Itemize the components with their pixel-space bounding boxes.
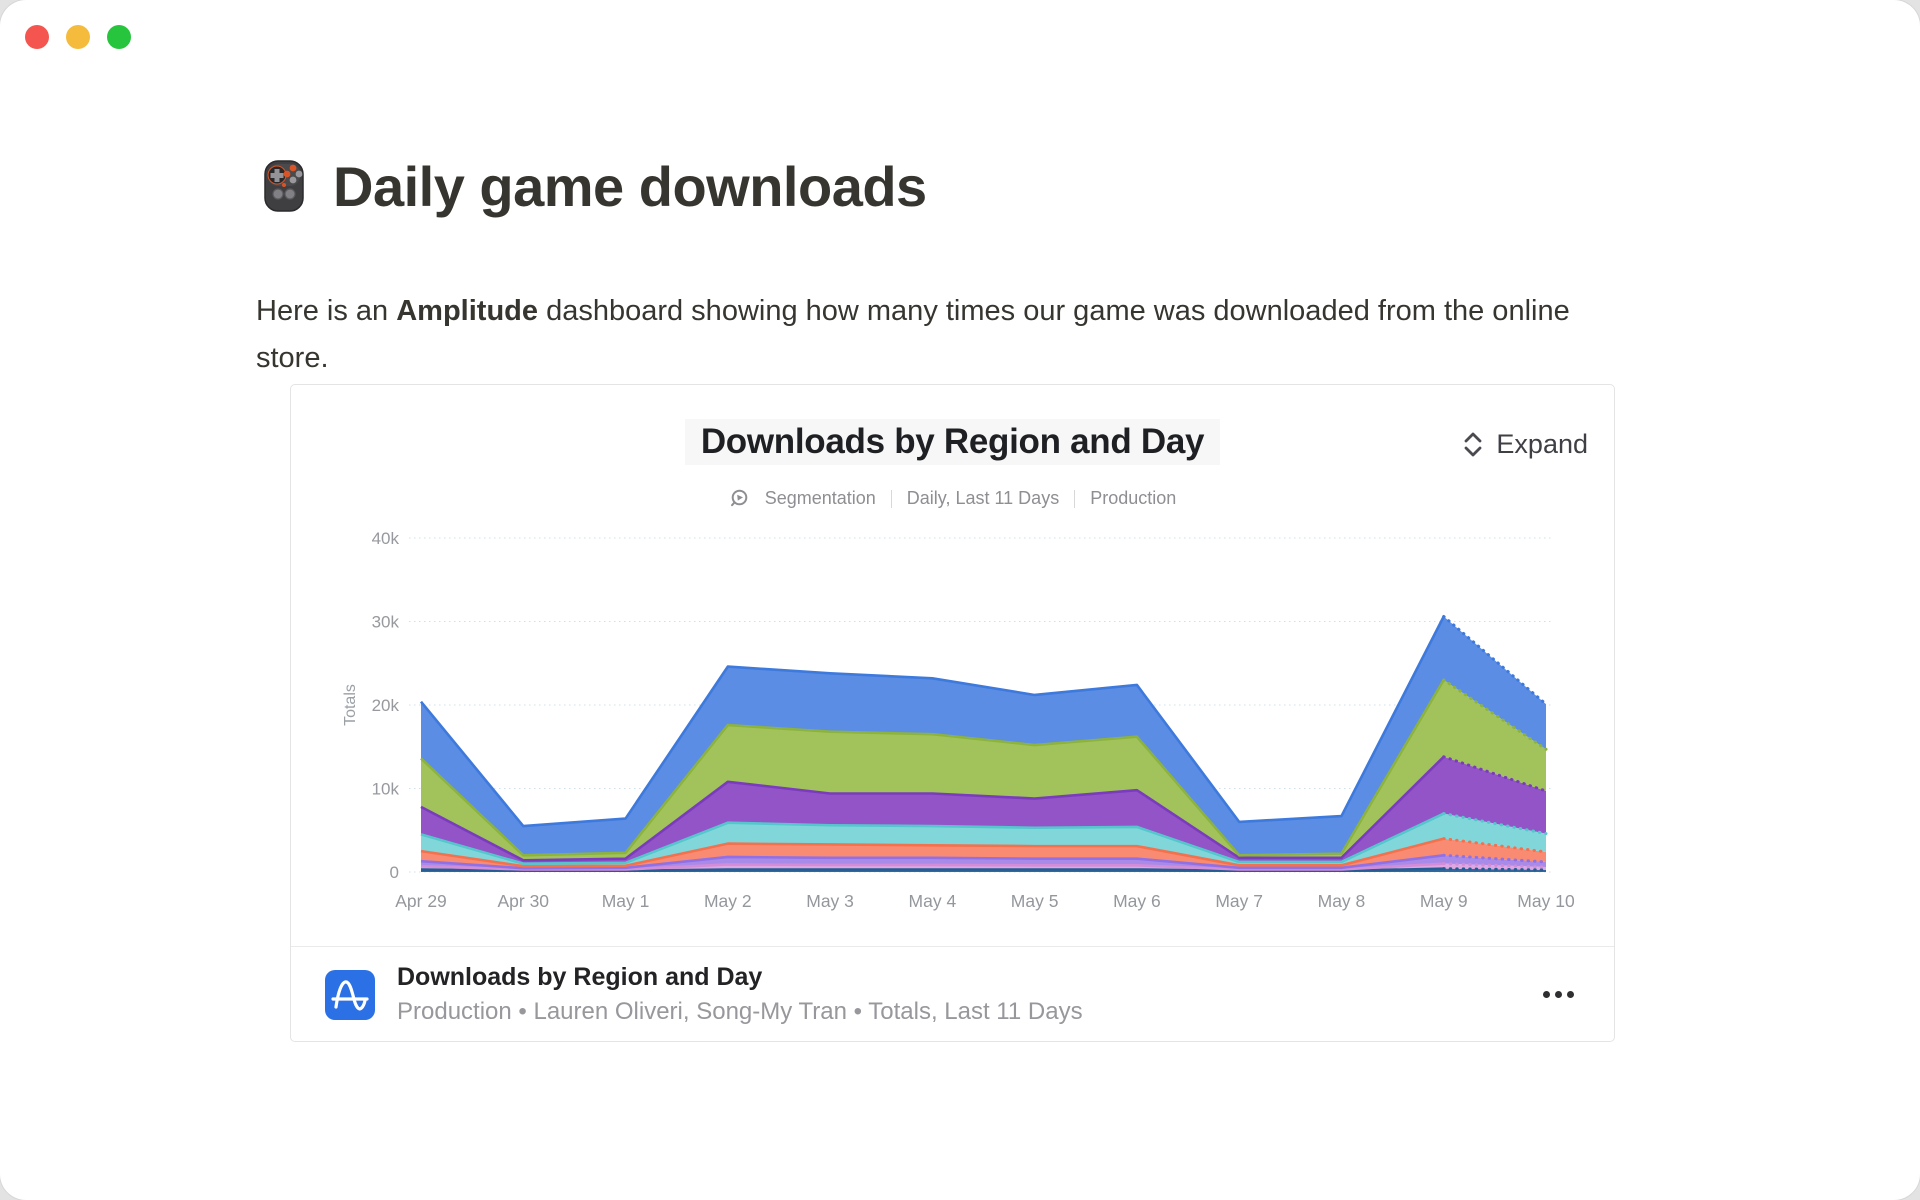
card-footer: Downloads by Region and Day Production •…	[291, 946, 1614, 1042]
svg-text:30k: 30k	[372, 613, 400, 632]
svg-text:Apr 30: Apr 30	[497, 891, 549, 911]
svg-text:May 10: May 10	[1517, 891, 1575, 911]
svg-text:0: 0	[390, 863, 399, 882]
paragraph-text: Here is an	[256, 295, 397, 327]
svg-text:20k: 20k	[372, 696, 400, 715]
meta-environment: Production	[1090, 488, 1177, 508]
close-window-button[interactable]	[25, 25, 49, 49]
chart-title: Downloads by Region and Day	[684, 419, 1221, 465]
svg-text:May 1: May 1	[602, 891, 650, 911]
svg-text:10k: 10k	[372, 780, 400, 799]
chart-meta-row: Segmentation Daily, Last 11 Days Product…	[291, 488, 1614, 509]
ellipsis-icon	[1567, 991, 1574, 998]
footer-chart-title[interactable]: Downloads by Region and Day	[397, 963, 763, 991]
chart-area: Downloads by Region and Day Expand Segme…	[291, 385, 1614, 946]
svg-text:Apr 29: Apr 29	[395, 891, 447, 911]
svg-text:May 3: May 3	[806, 891, 854, 911]
svg-text:May 5: May 5	[1011, 891, 1059, 911]
expand-button[interactable]: Expand	[1462, 429, 1588, 460]
minimize-window-button[interactable]	[66, 25, 90, 49]
paragraph-bold-text: Amplitude	[396, 295, 539, 327]
expand-label: Expand	[1496, 429, 1588, 459]
meta-divider	[890, 489, 892, 508]
chevron-up-down-icon	[1465, 432, 1482, 457]
svg-text:May 9: May 9	[1420, 891, 1468, 911]
ellipsis-icon	[1555, 991, 1562, 998]
svg-text:May 6: May 6	[1113, 891, 1161, 911]
stacked-area-chart: 0 10k 20k 30k 40k Totals Apr 29 Apr 30 May 1 May …	[342, 529, 1575, 911]
svg-text:May 4: May 4	[909, 891, 957, 911]
svg-text:40k: 40k	[372, 529, 400, 548]
svg-text:May 7: May 7	[1215, 891, 1263, 911]
page-paragraph: Here is an Amplitude dashboard showing h…	[256, 288, 1596, 382]
more-options-button[interactable]	[1533, 981, 1584, 1008]
paragraph-text: dashboard showing how many times our gam…	[256, 295, 1570, 374]
page-title: Daily game downloads	[255, 154, 927, 219]
zoom-window-button[interactable]	[107, 25, 131, 49]
svg-text:May 8: May 8	[1318, 891, 1366, 911]
meta-date-range: Daily, Last 11 Days	[906, 488, 1060, 508]
segmentation-icon	[730, 489, 748, 507]
meta-divider	[1074, 489, 1076, 508]
gamepad-emoji-icon	[264, 160, 304, 212]
svg-text:May 2: May 2	[704, 891, 752, 911]
amplitude-logo	[325, 969, 375, 1020]
window-controls	[25, 25, 131, 49]
meta-segmentation: Segmentation	[764, 488, 876, 508]
amplitude-embed-card: Downloads by Region and Day Expand Segme…	[290, 384, 1615, 1042]
page-title-text: Daily game downloads	[333, 154, 927, 218]
ellipsis-icon	[1543, 991, 1550, 998]
svg-text:Totals: Totals	[342, 684, 359, 726]
footer-chart-subtitle: Production • Lauren Oliveri, Song-My Tra…	[397, 998, 1083, 1025]
